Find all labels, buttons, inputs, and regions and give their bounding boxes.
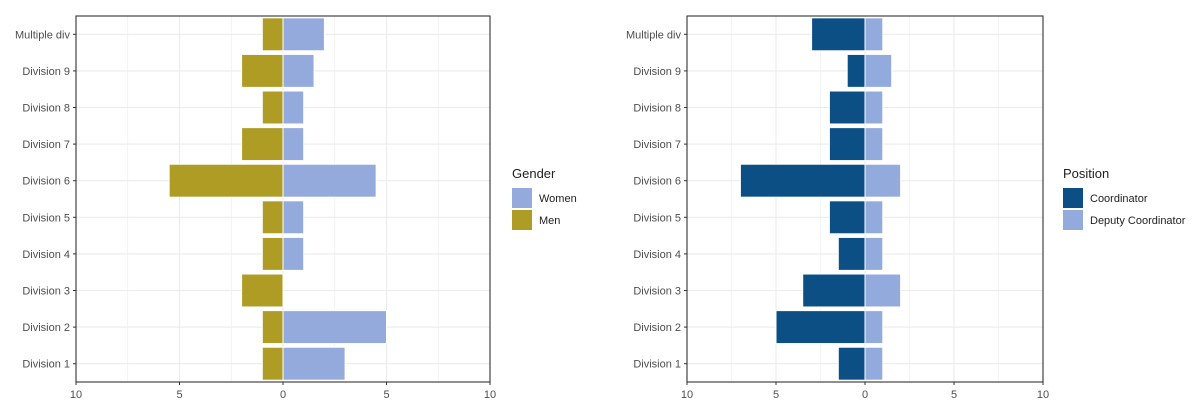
legend-swatch bbox=[512, 188, 532, 208]
x-tick-label: 0 bbox=[862, 389, 868, 400]
bar-women bbox=[282, 200, 305, 235]
bar-women bbox=[282, 17, 325, 52]
y-tick-label: Multiple div bbox=[15, 29, 71, 41]
bar-women bbox=[282, 127, 305, 162]
bar-men bbox=[261, 17, 284, 52]
legend-swatch bbox=[512, 210, 532, 230]
y-tick-label: Division 7 bbox=[633, 139, 681, 151]
y-tick-label: Division 2 bbox=[22, 322, 70, 334]
chart-panel-2: Division 1 Division 2 Division 3 Division 4… bbox=[626, 15, 1186, 401]
bar-women bbox=[282, 163, 377, 198]
bar-women bbox=[282, 310, 387, 345]
y-tick-label: Division 3 bbox=[633, 286, 681, 298]
legend-label: Coordinator bbox=[1090, 193, 1148, 205]
legend-swatch bbox=[1063, 188, 1083, 208]
bar-coordinator bbox=[828, 127, 866, 162]
y-tick-label: Division 4 bbox=[633, 249, 681, 261]
bar-coordinator bbox=[846, 53, 866, 88]
bar-deputy-coordinator bbox=[864, 127, 884, 162]
legend-title: Position bbox=[1063, 166, 1109, 181]
bar-women bbox=[282, 90, 305, 125]
legend-swatch bbox=[1063, 210, 1083, 230]
x-tick-label: 5 bbox=[383, 389, 389, 400]
bar-men bbox=[261, 310, 284, 345]
bar-women bbox=[282, 53, 315, 88]
legend: Gender Women Men bbox=[512, 166, 577, 230]
y-tick-label: Division 5 bbox=[633, 212, 681, 224]
bar-coordinator bbox=[837, 236, 866, 271]
y-tick-label: Division 8 bbox=[22, 103, 70, 115]
x-tick-label: 10 bbox=[70, 389, 82, 400]
y-tick-label: Division 8 bbox=[633, 103, 681, 115]
y-tick-label: Division 5 bbox=[22, 212, 70, 224]
bar-deputy-coordinator bbox=[864, 90, 884, 125]
bar-women bbox=[282, 236, 305, 271]
bar-women bbox=[282, 346, 346, 381]
x-tick-label: 5 bbox=[176, 389, 182, 400]
bar-deputy-coordinator bbox=[864, 346, 884, 381]
bar-coordinator bbox=[775, 310, 866, 345]
bar-coordinator bbox=[828, 90, 866, 125]
bar-men bbox=[261, 200, 284, 235]
bar-coordinator bbox=[802, 273, 866, 308]
legend: Position Coordinator Deputy Coordinator bbox=[1063, 166, 1186, 230]
bar-deputy-coordinator bbox=[864, 200, 884, 235]
y-tick-label: Division 4 bbox=[22, 249, 70, 261]
y-tick-label: Division 2 bbox=[633, 322, 681, 334]
x-tick-label: 10 bbox=[484, 389, 496, 400]
legend-label: Men bbox=[539, 215, 560, 227]
y-tick-label: Division 6 bbox=[22, 176, 70, 188]
y-tick-label: Division 9 bbox=[633, 66, 681, 78]
bar-deputy-coordinator bbox=[864, 17, 884, 52]
y-tick-label: Division 9 bbox=[22, 66, 70, 78]
bar-men bbox=[241, 53, 284, 88]
bar-men bbox=[241, 273, 284, 308]
bar-coordinator bbox=[837, 346, 866, 381]
bar-men bbox=[261, 90, 284, 125]
x-tick-label: 5 bbox=[951, 389, 957, 400]
y-tick-label: Multiple div bbox=[626, 29, 682, 41]
bar-deputy-coordinator bbox=[864, 163, 902, 198]
y-tick-label: Division 3 bbox=[22, 286, 70, 298]
x-tick-label: 10 bbox=[1037, 389, 1049, 400]
bar-coordinator bbox=[739, 163, 866, 198]
x-tick-label: 10 bbox=[681, 389, 693, 400]
chart-panel-1: Division 1 Division 2 Division 3 Division 4… bbox=[15, 15, 577, 401]
bar-deputy-coordinator bbox=[864, 236, 884, 271]
y-tick-label: Division 1 bbox=[22, 359, 70, 371]
x-tick-label: 5 bbox=[773, 389, 779, 400]
bar-deputy-coordinator bbox=[864, 273, 902, 308]
bar-deputy-coordinator bbox=[864, 53, 893, 88]
bar-deputy-coordinator bbox=[864, 310, 884, 345]
bar-men bbox=[261, 346, 284, 381]
y-tick-label: Division 1 bbox=[633, 359, 681, 371]
bar-coordinator bbox=[828, 200, 866, 235]
legend-title: Gender bbox=[512, 166, 556, 181]
bar-men bbox=[261, 236, 284, 271]
bar-coordinator bbox=[811, 17, 866, 52]
bar-men bbox=[241, 127, 284, 162]
legend-label: Deputy Coordinator bbox=[1090, 215, 1186, 227]
bar-men bbox=[168, 163, 284, 198]
y-tick-label: Division 7 bbox=[22, 139, 70, 151]
x-tick-label: 0 bbox=[280, 389, 286, 400]
y-tick-label: Division 6 bbox=[633, 176, 681, 188]
legend-label: Women bbox=[539, 193, 577, 205]
